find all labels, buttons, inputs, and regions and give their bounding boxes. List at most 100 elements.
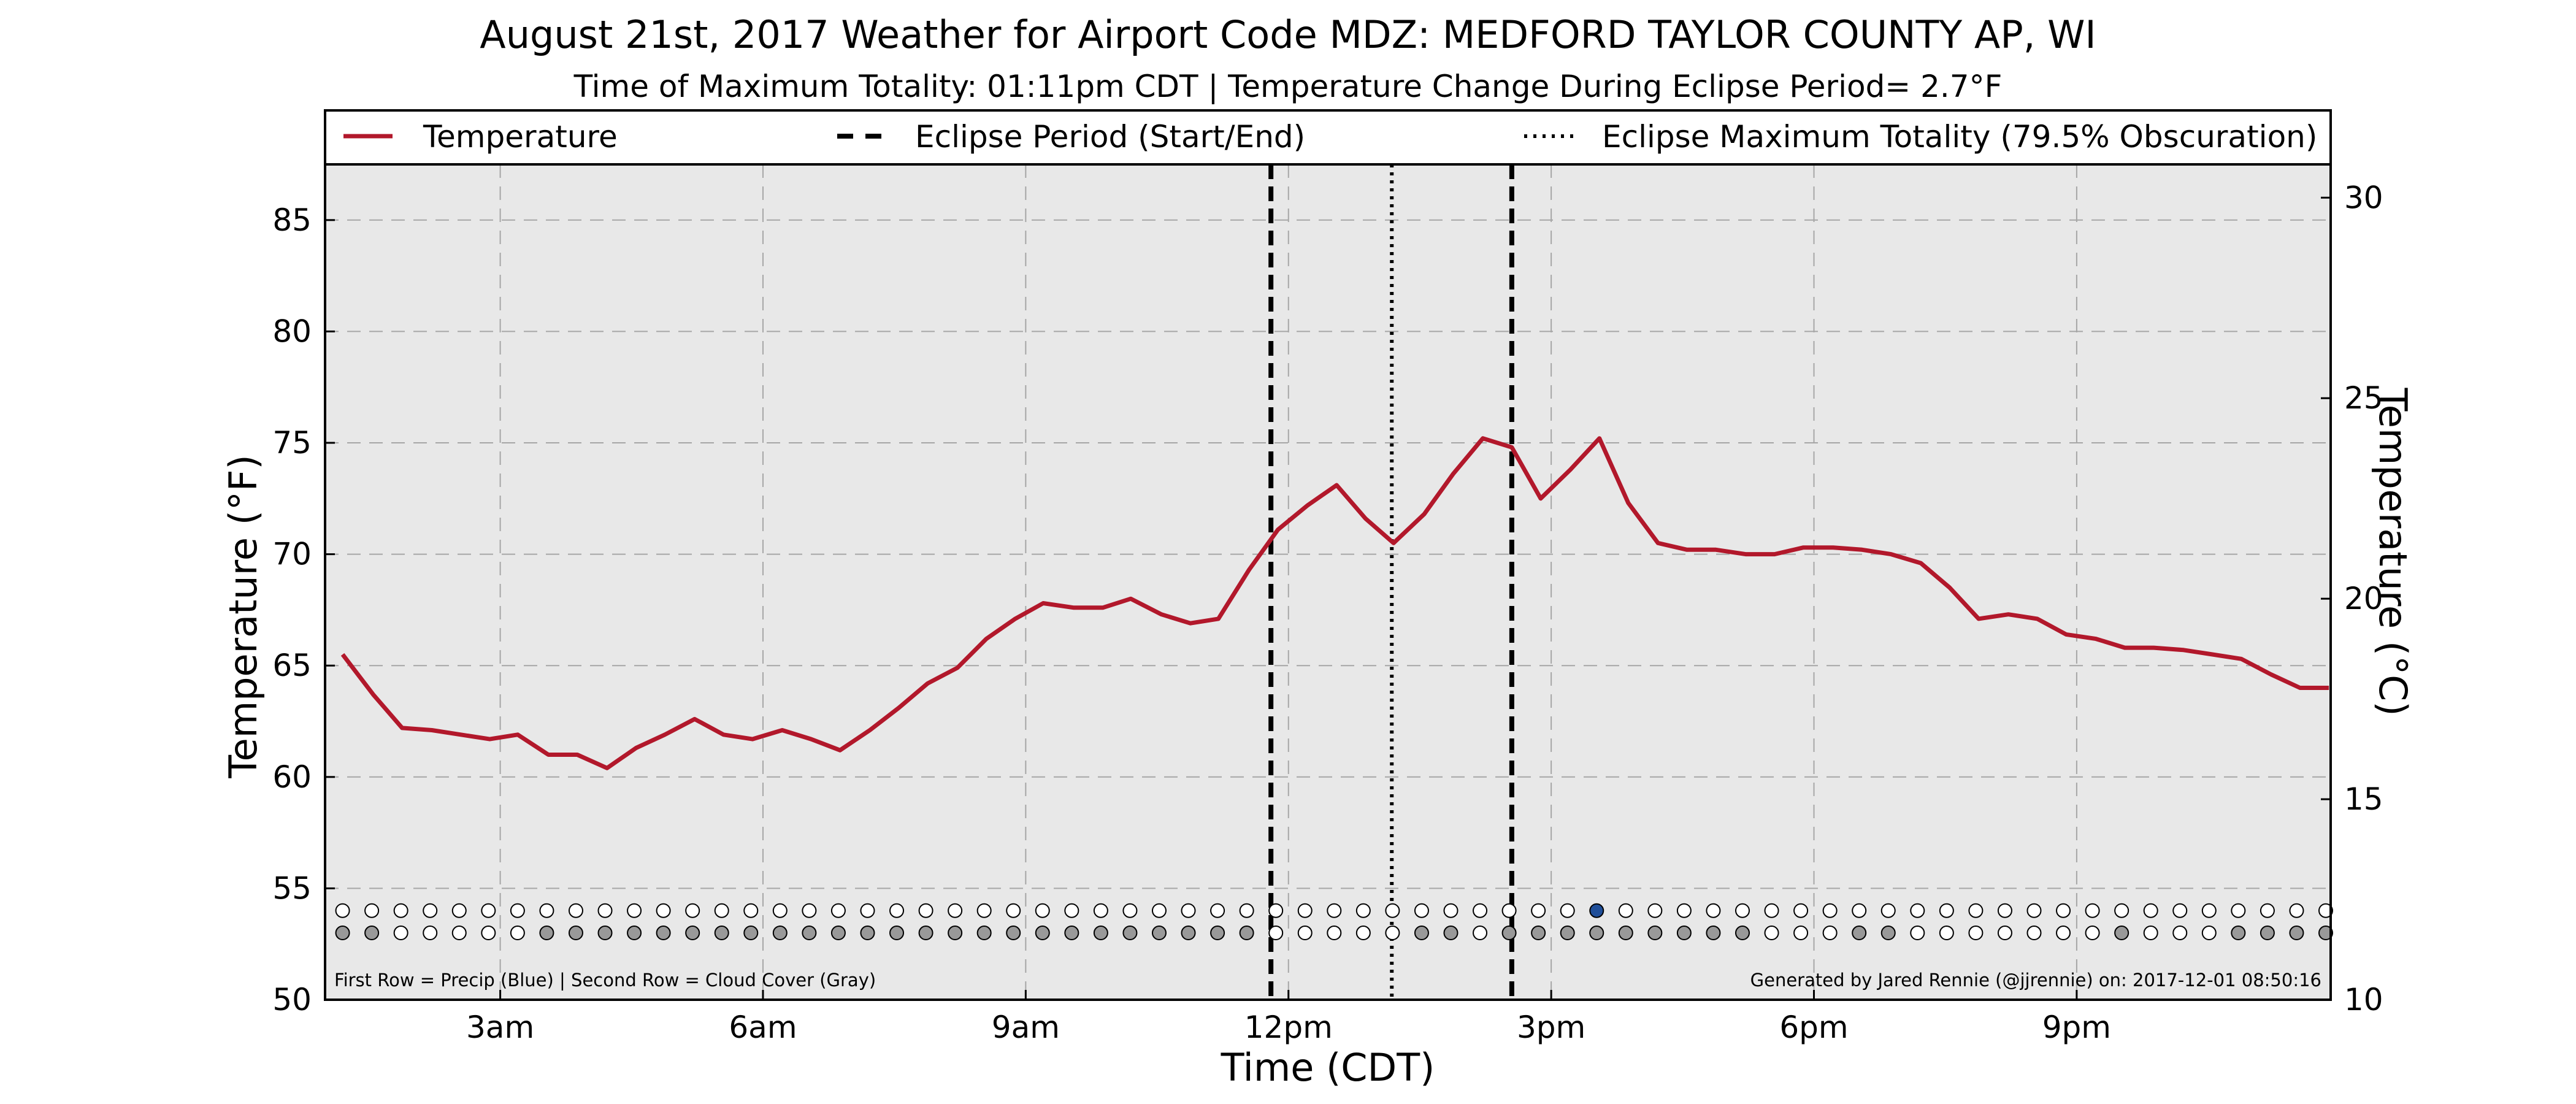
y-axis-label-right: Temperature (°C) <box>2371 387 2415 716</box>
cloud-marker <box>1531 926 1546 941</box>
cloud-marker <box>364 926 380 941</box>
cloud-marker <box>976 926 992 941</box>
cloud-marker <box>451 926 467 941</box>
legend-box <box>324 109 2332 166</box>
precip-marker <box>1093 903 1108 918</box>
precip-marker <box>1473 903 1488 918</box>
precip-marker <box>1706 903 1721 918</box>
precip-marker <box>510 903 525 918</box>
legend-eclipse-max-label: Eclipse Maximum Totality (79.5% Obscurat… <box>1602 119 2317 155</box>
precip-marker <box>1764 903 1779 918</box>
cloud-marker <box>685 926 700 941</box>
precip-marker <box>481 903 496 918</box>
y-tick-label-right: 30 <box>2344 180 2383 215</box>
cloud-marker <box>802 926 817 941</box>
precip-marker <box>2172 903 2188 918</box>
precip-marker <box>1676 903 1692 918</box>
x-axis-label: Time (CDT) <box>1221 1045 1435 1090</box>
precip-marker <box>1939 903 1954 918</box>
cloud-marker <box>1968 926 1984 941</box>
y-axis-label: Temperature (°F) <box>221 454 266 778</box>
precip-marker <box>1035 903 1050 918</box>
precip-marker <box>1560 903 1575 918</box>
precip-marker <box>1297 903 1313 918</box>
precip-marker <box>1414 903 1429 918</box>
cloud-marker <box>2172 926 2188 941</box>
cloud-marker <box>1822 926 1838 941</box>
x-tick-label: 9am <box>992 1010 1060 1045</box>
series-lines <box>340 436 2329 770</box>
precip-marker <box>2289 903 2304 918</box>
cloud-marker <box>1647 926 1663 941</box>
cloud-marker <box>1793 926 1809 941</box>
precip-marker <box>2143 903 2158 918</box>
legend: Temperature Eclipse Period (Start/End) E… <box>324 109 2332 166</box>
cloud-marker <box>335 926 350 941</box>
precip-marker <box>743 903 759 918</box>
cloud-marker <box>830 926 846 941</box>
cloud-marker <box>2143 926 2158 941</box>
precip-marker <box>772 903 788 918</box>
cloud-marker <box>1735 926 1750 941</box>
precip-marker <box>597 903 613 918</box>
precip-marker <box>451 903 467 918</box>
x-tick-label: 3am <box>466 1010 534 1045</box>
precip-marker <box>1443 903 1459 918</box>
precip-marker <box>364 903 380 918</box>
cloud-marker <box>1064 926 1079 941</box>
precip-marker <box>393 903 408 918</box>
legend-eclipse-period-label: Eclipse Period (Start/End) <box>915 119 1305 155</box>
precip-marker <box>918 903 933 918</box>
precip-marker <box>2201 903 2217 918</box>
precip-marker <box>2114 903 2129 918</box>
footnote-left: First Row = Precip (Blue) | Second Row =… <box>334 970 876 991</box>
x-tick-label: 6pm <box>1779 1010 1848 1045</box>
cloud-marker <box>1035 926 1050 941</box>
x-tick-label: 12pm <box>1244 1010 1333 1045</box>
cloud-marker <box>1210 926 1225 941</box>
cloud-marker <box>423 926 438 941</box>
y-tick-label-right: 25 <box>2344 380 2383 416</box>
cloud-marker <box>1880 926 1896 941</box>
precip-marker <box>2318 903 2334 918</box>
cloud-marker <box>627 926 642 941</box>
cloud-marker <box>1297 926 1313 941</box>
precip-marker <box>1327 903 1342 918</box>
cloud-marker <box>2026 926 2042 941</box>
precip-marker <box>1852 903 1867 918</box>
precip-marker <box>1822 903 1838 918</box>
precip-marker <box>1880 903 1896 918</box>
cloud-marker <box>743 926 759 941</box>
precip-marker <box>1385 903 1400 918</box>
cloud-marker <box>510 926 525 941</box>
precip-marker <box>1210 903 1225 918</box>
chart-subtitle: Time of Maximum Totality: 01:11pm CDT | … <box>573 69 2003 104</box>
precip-marker <box>1181 903 1196 918</box>
precip-marker <box>1589 903 1604 918</box>
precip-marker <box>2231 903 2246 918</box>
cloud-marker <box>1414 926 1429 941</box>
left-axis: 50 55 60 65 70 75 80 85 <box>272 202 335 1018</box>
precip-marker <box>1006 903 1021 918</box>
cloud-marker <box>1006 926 1021 941</box>
precip-marker <box>423 903 438 918</box>
x-tick-label: 3pm <box>1517 1010 1585 1045</box>
cloud-marker <box>1939 926 1954 941</box>
precip-marker <box>802 903 817 918</box>
precip-marker <box>1064 903 1079 918</box>
cloud-marker <box>948 926 963 941</box>
eclipse-lines <box>1268 164 1514 1000</box>
cloud-marker <box>656 926 671 941</box>
precip-marker <box>1618 903 1633 918</box>
cloud-marker <box>2085 926 2100 941</box>
cloud-marker <box>1093 926 1108 941</box>
cloud-marker <box>1910 926 1925 941</box>
cloud-marker <box>2201 926 2217 941</box>
cloud-marker <box>2056 926 2071 941</box>
cloud-marker <box>2114 926 2129 941</box>
cloud-marker <box>918 926 933 941</box>
precip-marker <box>685 903 700 918</box>
cloud-marker <box>2231 926 2246 941</box>
precip-marker <box>2260 903 2275 918</box>
